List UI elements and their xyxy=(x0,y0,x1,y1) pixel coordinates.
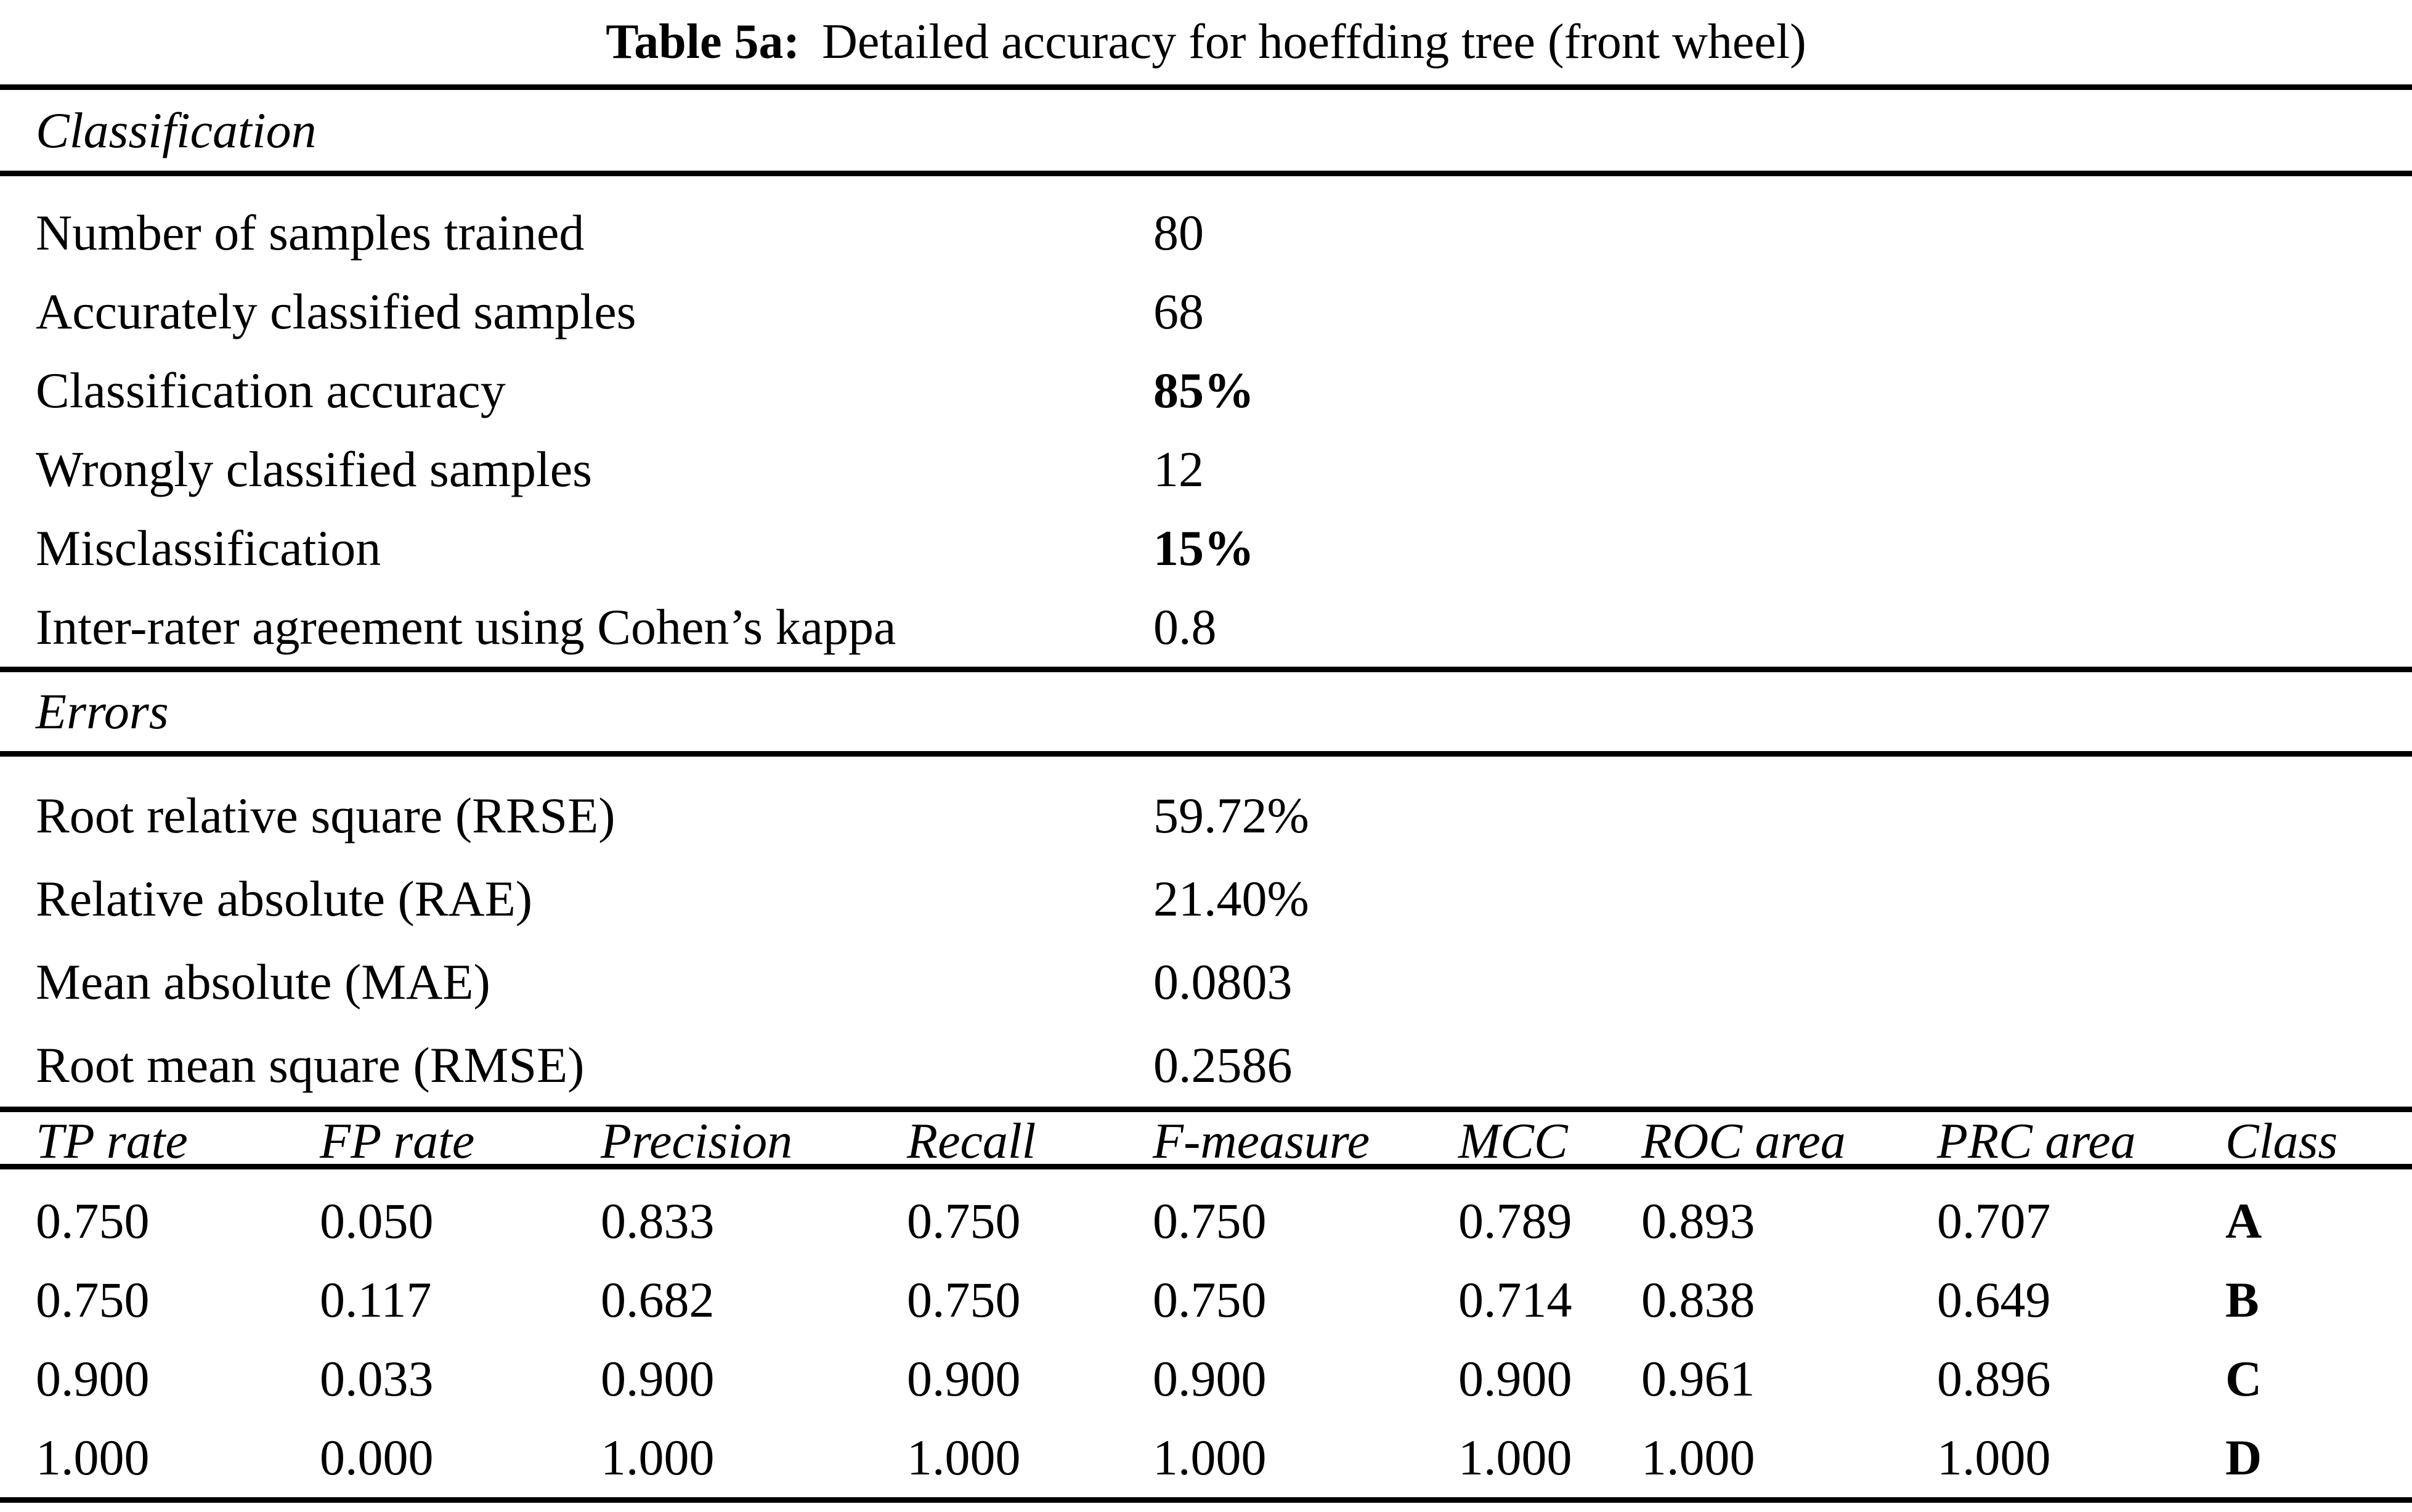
table-row: Mean absolute (MAE) 0.0803 xyxy=(0,940,2412,1023)
metrics-cell: 0.833 xyxy=(601,1193,715,1249)
table-row: Wrongly classified samples 12 xyxy=(0,430,2412,509)
metrics-cell: 0.900 xyxy=(907,1351,1021,1407)
metrics-cell: 0.750 xyxy=(1153,1272,1267,1328)
table-row: Root mean square (RMSE) 0.2586 xyxy=(0,1023,2412,1107)
metrics-rows: 0.750 0.050 0.833 0.750 0.750 0.789 0.89… xyxy=(0,1169,2412,1497)
row-label: Misclassification xyxy=(36,520,381,576)
metrics-row-class-b: 0.750 0.117 0.682 0.750 0.750 0.714 0.83… xyxy=(0,1261,2412,1339)
row-value: 0.2586 xyxy=(1153,1036,1293,1093)
metrics-header-cell: Class xyxy=(2225,1113,2338,1169)
metrics-header-cell: F-measure xyxy=(1153,1113,1370,1169)
metrics-cell: 0.707 xyxy=(1937,1193,2051,1249)
metrics-cell: 0.649 xyxy=(1937,1272,2051,1328)
metrics-cell: 1.000 xyxy=(36,1429,150,1486)
metrics-cell: 0.750 xyxy=(36,1193,150,1249)
table-caption-label: Table 5a: xyxy=(606,15,800,69)
metrics-cell: 0.961 xyxy=(1641,1351,1755,1407)
row-value: 85% xyxy=(1153,362,1254,418)
metrics-cell: 0.893 xyxy=(1641,1193,1755,1249)
metrics-row-class-a: 0.750 0.050 0.833 0.750 0.750 0.789 0.89… xyxy=(0,1182,2412,1261)
table-row: Root relative square (RRSE) 59.72% xyxy=(0,774,2412,857)
metrics-header-cell: Precision xyxy=(601,1113,793,1169)
metrics-header-cell: TP rate xyxy=(36,1113,188,1169)
metrics-class-cell: C xyxy=(2225,1351,2262,1407)
row-label: Number of samples trained xyxy=(36,205,585,261)
table-row: Relative absolute (RAE) 21.40% xyxy=(0,857,2412,940)
metrics-class-cell: B xyxy=(2225,1272,2259,1328)
section-header-classification-label: Classification xyxy=(36,102,317,158)
metrics-header-cell: ROC area xyxy=(1641,1113,1846,1169)
row-label: Root relative square (RRSE) xyxy=(36,787,615,843)
metrics-cell: 1.000 xyxy=(907,1429,1021,1486)
row-value: 59.72% xyxy=(1153,787,1309,843)
metrics-class-cell: D xyxy=(2225,1429,2262,1486)
metrics-header-cell: FP rate xyxy=(320,1113,475,1169)
horizontal-rule xyxy=(0,1164,2412,1169)
metrics-cell: 0.900 xyxy=(601,1351,715,1407)
row-value: 68 xyxy=(1153,283,1204,339)
metrics-cell: 1.000 xyxy=(1458,1429,1572,1486)
horizontal-rule-top xyxy=(0,84,2412,90)
metrics-cell: 0.714 xyxy=(1458,1272,1572,1328)
errors-rows: Root relative square (RRSE) 59.72% Relat… xyxy=(0,757,2412,1107)
table-row: Misclassification 15% xyxy=(0,509,2412,588)
metrics-header-cell: PRC area xyxy=(1937,1113,2136,1169)
row-label: Accurately classified samples xyxy=(36,283,636,339)
row-value: 15% xyxy=(1153,520,1254,576)
metrics-cell: 0.900 xyxy=(36,1351,150,1407)
metrics-cell: 1.000 xyxy=(1153,1429,1267,1486)
metrics-row-class-c: 0.900 0.033 0.900 0.900 0.900 0.900 0.96… xyxy=(0,1339,2412,1418)
metrics-cell: 0.838 xyxy=(1641,1272,1755,1328)
row-label: Classification accuracy xyxy=(36,362,506,418)
row-value: 12 xyxy=(1153,441,1204,497)
metrics-header-row: TP rate FP rate Precision Recall F-measu… xyxy=(0,1112,2412,1169)
metrics-cell: 1.000 xyxy=(1937,1429,2051,1486)
metrics-cell: 0.789 xyxy=(1458,1193,1572,1249)
row-value: 21.40% xyxy=(1153,870,1309,927)
metrics-cell: 0.750 xyxy=(907,1193,1021,1249)
row-value: 0.0803 xyxy=(1153,953,1293,1010)
table-caption-text: Detailed accuracy for hoeffding tree (fr… xyxy=(822,15,1806,69)
metrics-row-class-d: 1.000 0.000 1.000 1.000 1.000 1.000 1.00… xyxy=(0,1418,2412,1497)
table-row: Classification accuracy 85% xyxy=(0,351,2412,430)
row-label: Root mean square (RMSE) xyxy=(36,1036,585,1093)
row-value: 0.8 xyxy=(1153,599,1217,655)
section-header-errors: Errors xyxy=(0,672,2412,751)
metrics-cell: 0.750 xyxy=(1153,1193,1267,1249)
section-header-classification: Classification xyxy=(0,90,2412,171)
table-row: Number of samples trained 80 xyxy=(0,193,2412,272)
metrics-cell: 0.900 xyxy=(1153,1351,1267,1407)
metrics-header-cell: MCC xyxy=(1458,1113,1568,1169)
horizontal-rule xyxy=(0,1107,2412,1112)
horizontal-rule-bottom xyxy=(0,1497,2412,1503)
metrics-cell: 0.896 xyxy=(1937,1351,2051,1407)
row-label: Wrongly classified samples xyxy=(36,441,593,497)
metrics-cell: 1.000 xyxy=(601,1429,715,1486)
horizontal-rule xyxy=(0,667,2412,672)
horizontal-rule xyxy=(0,751,2412,757)
metrics-cell: 0.117 xyxy=(320,1272,432,1328)
table-row: Accurately classified samples 68 xyxy=(0,272,2412,351)
table-row: Inter-rater agreement using Cohen’s kapp… xyxy=(0,588,2412,667)
table-caption: Table 5a: Detailed accuracy for hoeffdin… xyxy=(0,0,2412,84)
metrics-cell: 0.682 xyxy=(601,1272,715,1328)
metrics-cell: 0.000 xyxy=(320,1429,434,1486)
row-value: 80 xyxy=(1153,205,1204,261)
metrics-cell: 0.900 xyxy=(1458,1351,1572,1407)
metrics-cell: 0.750 xyxy=(907,1272,1021,1328)
horizontal-rule xyxy=(0,171,2412,176)
metrics-cell: 0.750 xyxy=(36,1272,150,1328)
row-label: Inter-rater agreement using Cohen’s kapp… xyxy=(36,599,896,655)
classification-rows: Number of samples trained 80 Accurately … xyxy=(0,176,2412,667)
metrics-cell: 1.000 xyxy=(1641,1429,1755,1486)
row-label: Relative absolute (RAE) xyxy=(36,870,533,927)
row-label: Mean absolute (MAE) xyxy=(36,953,490,1010)
metrics-header-cell: Recall xyxy=(907,1113,1036,1169)
metrics-cell: 0.033 xyxy=(320,1351,434,1407)
metrics-cell: 0.050 xyxy=(320,1193,434,1249)
metrics-class-cell: A xyxy=(2225,1193,2262,1249)
section-header-errors-label: Errors xyxy=(36,683,169,739)
